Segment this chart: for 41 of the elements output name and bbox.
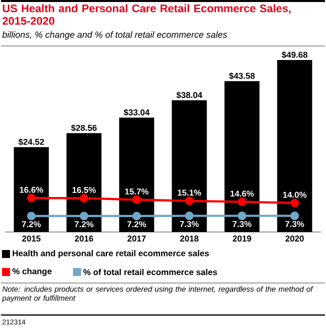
x-tick-label: 2017 [128,236,146,242]
data-label: 7.3% [285,221,304,228]
point [80,194,88,202]
data-label: 15.7% [125,188,148,195]
legend-label: Health and personal care retail ecommerce sales [12,250,209,258]
chart-subtitle: billions, % change and % of total retail ecommerce sales [2,31,228,40]
data-label: 7.2% [127,221,146,228]
data-label: 14.6% [230,190,254,197]
data-label: $24.52 [18,138,44,146]
point [80,212,88,220]
point [27,212,36,220]
point [290,212,299,220]
point [132,195,141,204]
x-tick-label: 2019 [232,236,252,242]
point [27,194,36,202]
data-label: 16.6% [20,186,44,193]
data-label: 14.0% [283,192,306,198]
x-tick-label: 2020 [286,236,304,242]
point [132,212,141,220]
data-label: $28.56 [71,124,97,132]
data-label: 7.2% [74,221,94,228]
data-label: 7.2% [22,221,41,228]
legend-label: % change [12,268,52,276]
point [185,212,194,220]
x-tick-label: 2015 [22,236,41,242]
x-tick-label: 2018 [180,236,199,242]
legend-label: % of total retail ecommerce sales [83,268,217,276]
data-label: $33.04 [124,108,150,116]
data-label: $43.58 [229,72,255,80]
point [238,198,246,206]
x-tick-label: 2016 [74,236,94,242]
data-label: $38.04 [176,92,202,99]
point [290,198,299,208]
data-label: 7.3% [232,221,252,228]
point [185,196,194,206]
data-label: 7.3% [180,221,199,228]
data-label: 16.5% [72,186,96,193]
data-label: 15.1% [178,190,202,196]
chart-title: US Health and Personal Care Retail Ecommerce Sales, 2015-2020 [2,4,291,25]
data-label: $49.68 [282,51,308,58]
point [238,212,246,220]
